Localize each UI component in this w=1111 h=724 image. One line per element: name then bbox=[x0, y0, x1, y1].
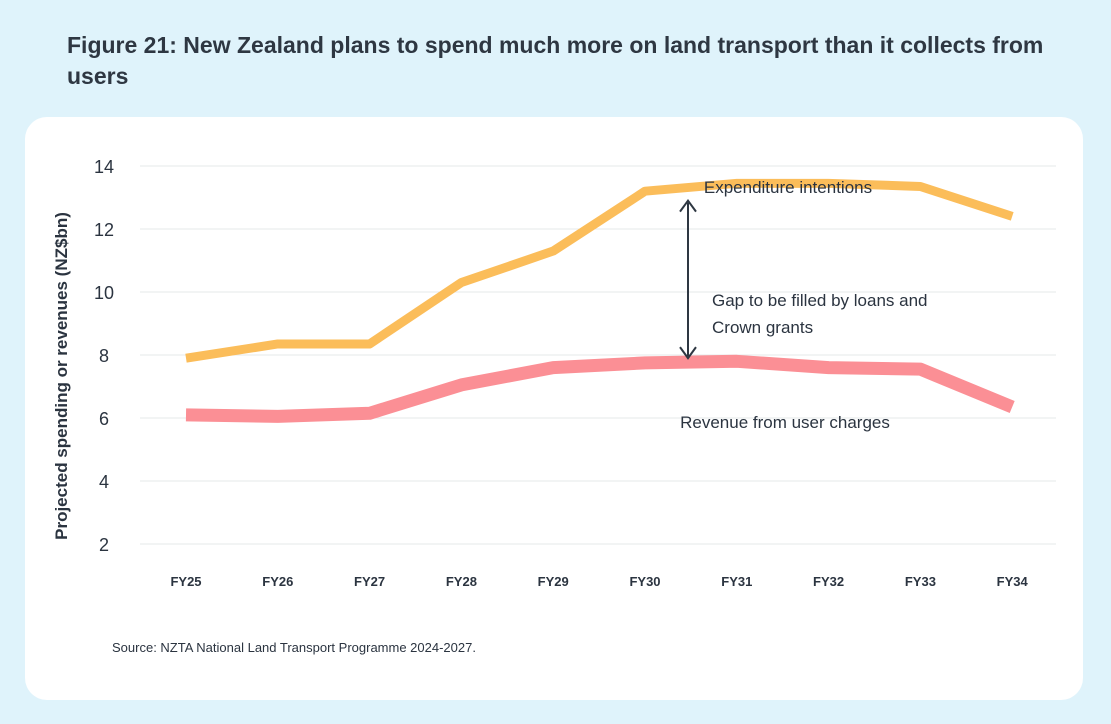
x-tick-label: FY31 bbox=[721, 574, 752, 589]
chart-card bbox=[25, 117, 1083, 700]
x-tick-label: FY25 bbox=[170, 574, 201, 589]
figure-title: Figure 21: New Zealand plans to spend mu… bbox=[67, 32, 1044, 89]
gap-arrow-head-up bbox=[679, 198, 697, 213]
x-tick-label: FY34 bbox=[997, 574, 1029, 589]
series-group: Expenditure intentions Revenue from user … bbox=[185, 178, 1015, 432]
gap-arrow-head-down bbox=[679, 346, 697, 360]
x-tick-label: FY30 bbox=[629, 574, 660, 589]
y-axis-label: Projected spending or revenues (NZ$bn) bbox=[52, 212, 71, 540]
gap-annotation: Gap to be filled by loans and Crown grant… bbox=[679, 198, 927, 360]
x-axis-ticks: FY25 FY26 FY27 FY28 FY29 FY30 FY31 FY32 FY33 FY34 bbox=[170, 574, 1028, 589]
y-tick-label: 12 bbox=[94, 220, 114, 240]
gap-annotation-text: Crown grants bbox=[712, 318, 813, 337]
y-tick-label: 8 bbox=[99, 346, 109, 366]
x-tick-label: FY32 bbox=[813, 574, 844, 589]
y-tick-label: 10 bbox=[94, 283, 114, 303]
y-axis-ticks: 2 4 6 8 10 12 14 bbox=[94, 157, 114, 555]
x-tick-label: FY28 bbox=[446, 574, 477, 589]
y-tick-label: 4 bbox=[99, 472, 109, 492]
gap-annotation-text: Gap to be filled by loans and bbox=[712, 291, 927, 310]
source-note: Source: NZTA National Land Transport Pro… bbox=[112, 640, 476, 655]
x-tick-label: FY26 bbox=[262, 574, 293, 589]
y-tick-label: 6 bbox=[99, 409, 109, 429]
series-line-revenue bbox=[185, 354, 1015, 423]
series-label: Expenditure intentions bbox=[704, 178, 872, 197]
series-label: Revenue from user charges bbox=[680, 413, 890, 432]
series-line-expenditure bbox=[185, 178, 1014, 363]
x-tick-label: FY27 bbox=[354, 574, 385, 589]
y-tick-label: 14 bbox=[94, 157, 114, 177]
x-tick-label: FY29 bbox=[538, 574, 569, 589]
x-tick-label: FY33 bbox=[905, 574, 936, 589]
y-tick-label: 2 bbox=[99, 535, 109, 555]
